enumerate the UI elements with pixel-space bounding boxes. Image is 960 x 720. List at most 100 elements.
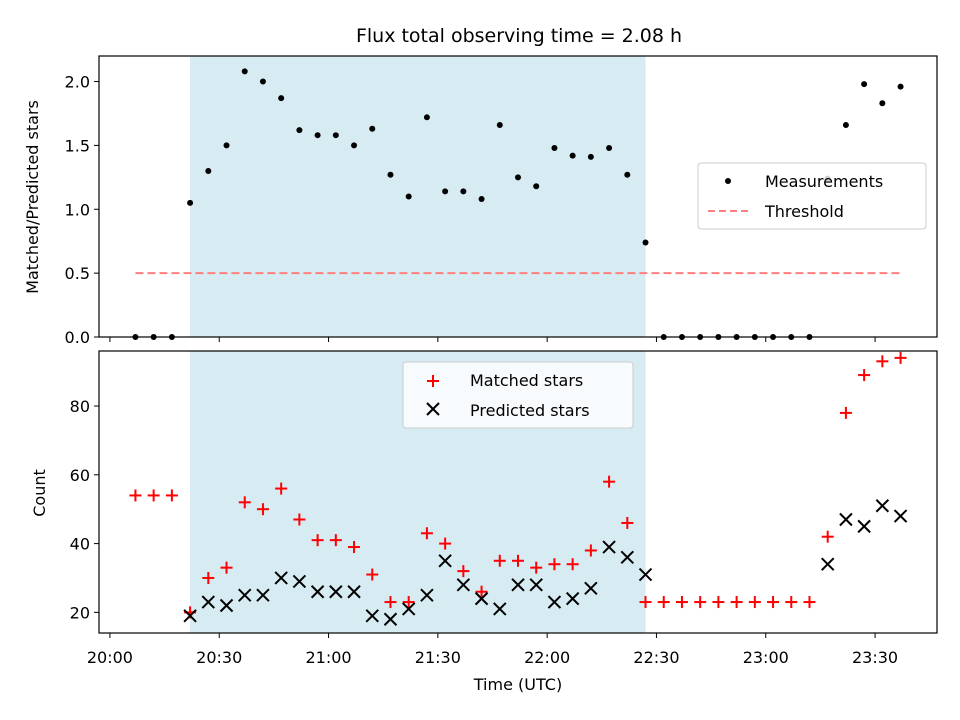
- top-ytick-label: 1.5: [65, 136, 90, 155]
- bottom-y-ticks: 20 40 60 80: [70, 397, 99, 622]
- bottom-xtick-label: 20:00: [87, 648, 133, 667]
- matched-star-point: [530, 561, 543, 574]
- matched-star-point: [694, 596, 707, 609]
- top-panel: 0.00.51.01.52.0 Matched/Predicted stars …: [23, 55, 938, 347]
- predicted-star-point: [201, 595, 216, 609]
- matched-star-point: [165, 489, 178, 502]
- predicted-star-point: [493, 602, 507, 616]
- matched-star-point: [675, 596, 688, 609]
- measurement-point: [351, 142, 358, 149]
- bottom-ytick-label: 60: [70, 466, 90, 485]
- bottom-xtick-label: 21:00: [305, 648, 351, 667]
- bottom-x-ticks: 20:00 20:30 21:00 21:30 22:00 22:30 23:00 23:30: [87, 633, 898, 667]
- predicted-star-point: [292, 574, 307, 589]
- bottom-series-layer: [129, 351, 908, 626]
- measurement-point: [369, 125, 376, 132]
- matched-star-point: [839, 406, 852, 419]
- bottom-ytick-label: 40: [70, 535, 90, 554]
- measurement-point: [205, 167, 212, 174]
- predicted-star-point: [565, 591, 580, 606]
- predicted-star-point: [511, 578, 525, 592]
- chart-title: Flux total observing time = 2.08 h: [356, 25, 682, 47]
- top-ytick-label: 0.0: [65, 328, 90, 347]
- matched-star-point: [311, 534, 324, 547]
- top-ytick-label: 0.5: [65, 264, 90, 283]
- predicted-star-point: [256, 588, 270, 602]
- measurement-point: [879, 100, 886, 107]
- matched-star-point: [402, 596, 415, 609]
- bottom-ytick-label: 20: [70, 603, 90, 622]
- measurement-point: [897, 83, 904, 90]
- matched-star-point: [129, 489, 142, 502]
- measurement-point: [533, 183, 540, 190]
- measurement-point: [423, 114, 430, 121]
- matched-star-point: [238, 496, 251, 509]
- measurement-point: [387, 171, 394, 178]
- matched-star-point: [293, 513, 306, 526]
- bottom-y-axis-label: Count: [30, 469, 49, 517]
- predicted-star-point: [420, 588, 434, 602]
- measurement-point: [515, 174, 521, 181]
- predicted-star-point: [620, 550, 635, 565]
- matched-star-point: [348, 541, 361, 554]
- measurement-point: [332, 132, 339, 139]
- predicted-star-point: [274, 571, 288, 585]
- matched-star-point: [147, 489, 160, 502]
- predicted-star-point: [857, 519, 871, 534]
- top-ytick-label: 1.0: [65, 200, 90, 219]
- measurement-point: [259, 78, 266, 85]
- legend-threshold-label: Threshold: [764, 202, 844, 221]
- predicted-star-point: [602, 540, 616, 554]
- legend-predicted-marker: [426, 402, 440, 416]
- top-y-ticks: 0.0 0.5 1.0 1.5 2.0: [65, 73, 99, 347]
- measurement-point: [241, 68, 248, 75]
- measurement-point: [296, 127, 303, 134]
- matched-star-point: [730, 596, 743, 609]
- matched-star-point: [493, 554, 506, 567]
- measurement-point: [861, 81, 868, 88]
- measurement-point: [569, 152, 576, 159]
- bottom-axes-frame: [98, 350, 938, 634]
- predicted-star-point: [474, 591, 489, 606]
- matched-star-point: [803, 596, 816, 609]
- matched-star-point: [584, 544, 597, 557]
- predicted-star-point: [638, 567, 653, 582]
- predicted-star-point: [438, 554, 452, 568]
- matched-star-point: [548, 558, 561, 571]
- matched-star-point: [785, 596, 798, 609]
- matched-star-point: [657, 596, 670, 609]
- bottom-panel: 20 40 60 80 20:00 20:30 21:00 21:30 22:00 22:30 2…: [30, 350, 938, 694]
- matched-star-point: [329, 534, 342, 547]
- measurement-point: [187, 199, 194, 206]
- matched-star-point: [858, 369, 871, 382]
- predicted-star-point: [310, 585, 325, 599]
- matched-star-point: [621, 516, 634, 529]
- predicted-star-point: [893, 509, 908, 523]
- matched-star-point: [220, 561, 233, 574]
- top-axes-frame: [98, 55, 938, 338]
- measurement-point: [842, 121, 849, 128]
- bottom-xtick-label: 22:00: [524, 648, 570, 667]
- matched-star-point: [512, 554, 524, 567]
- matched-star-point: [256, 503, 269, 516]
- top-legend-box: [697, 162, 927, 230]
- predicted-star-point: [219, 598, 234, 613]
- bottom-ytick-label: 80: [70, 397, 90, 416]
- measurement-point: [496, 121, 503, 128]
- matched-star-point: [603, 475, 616, 488]
- predicted-star-point: [365, 609, 379, 623]
- measurement-point: [460, 188, 467, 195]
- matched-star-point: [894, 351, 907, 364]
- measurement-point: [223, 142, 230, 149]
- matched-star-point: [439, 537, 452, 550]
- top-shaded-region: [190, 56, 646, 337]
- predicted-star-point: [875, 499, 890, 513]
- measurement-point: [442, 188, 449, 195]
- predicted-star-point: [383, 612, 398, 626]
- predicted-star-point: [547, 595, 562, 609]
- measurement-point: [606, 144, 613, 151]
- measurement-point: [314, 132, 321, 139]
- predicted-star-point: [183, 609, 197, 623]
- matched-star-point: [821, 530, 834, 543]
- matched-star-point: [202, 571, 215, 584]
